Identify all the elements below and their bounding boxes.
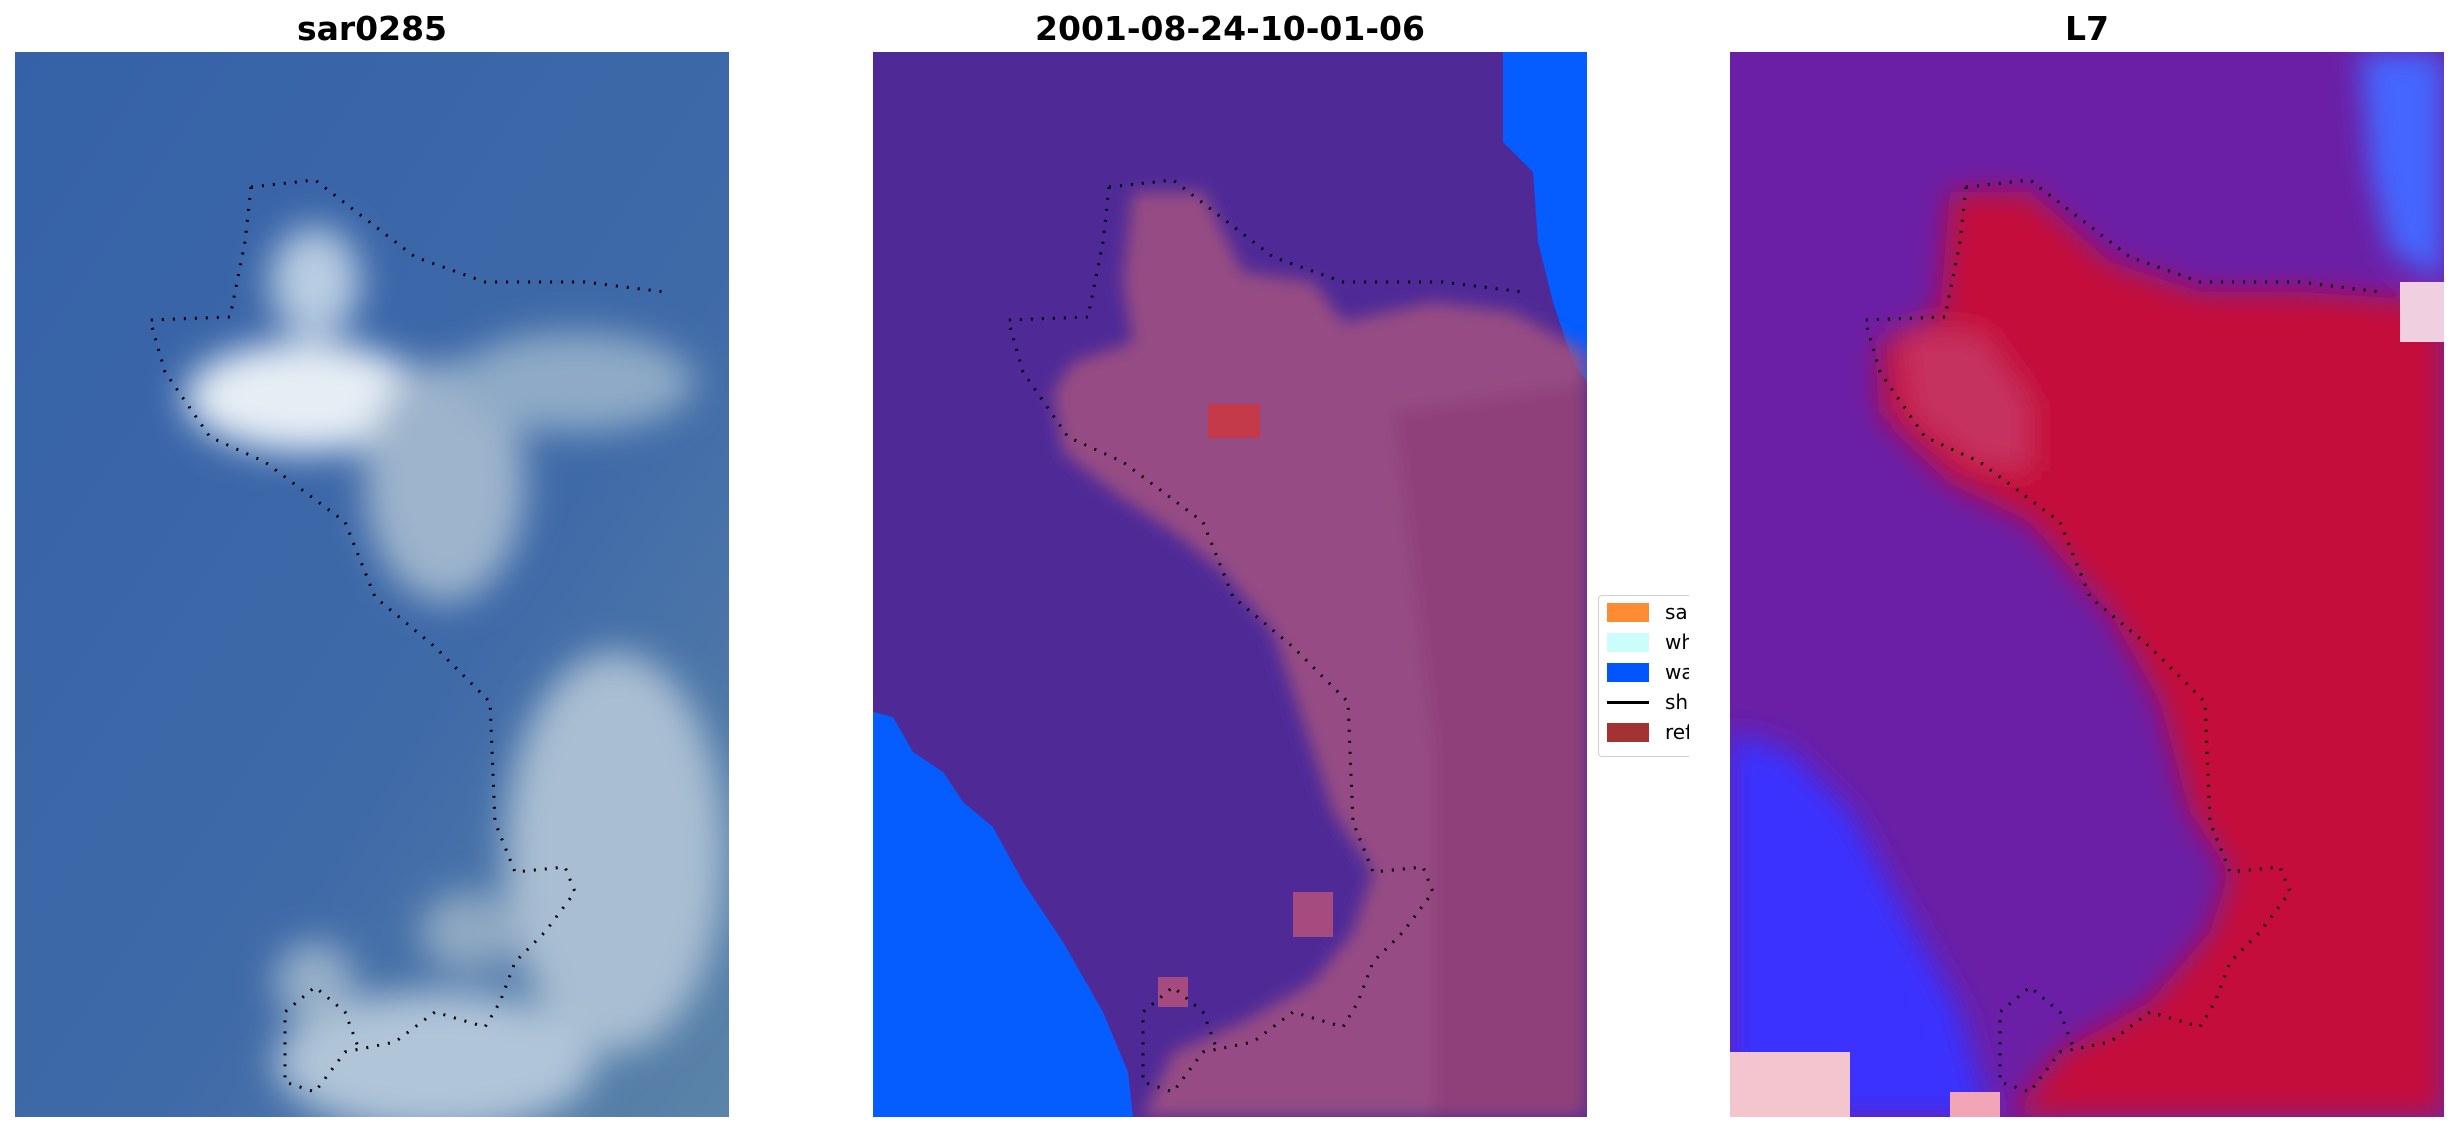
panel-title-classified: 2001-08-24-10-01-06	[1035, 9, 1425, 48]
panel-title-rgb: sar0285	[296, 9, 448, 48]
legend-label: sand	[1665, 600, 1689, 624]
classified-image-panel	[873, 52, 1587, 1117]
shoreline-contour	[1006, 178, 1524, 1094]
legend-swatch-sand	[1607, 603, 1649, 622]
index-image	[1730, 52, 2444, 1117]
legend-item-whitewater: whitewater	[1599, 628, 1689, 656]
classified-image	[873, 52, 1587, 1117]
legend-label: whitewater	[1665, 630, 1689, 654]
legend-item-sand: sand	[1599, 598, 1689, 626]
legend-item-shoreline: shoreline	[1599, 688, 1689, 716]
panel-title-index: L7	[2065, 9, 2109, 48]
rgb-image	[15, 52, 729, 1117]
legend-label: reference shoreline	[1665, 720, 1689, 744]
legend-label: shoreline	[1665, 690, 1689, 714]
legend-item-reference-shoreline: reference shoreline	[1599, 718, 1689, 746]
legend-swatch-whitewater	[1607, 633, 1649, 652]
legend-label: water	[1665, 660, 1689, 684]
legend-item-water: water	[1599, 658, 1689, 686]
legend-swatch-shoreline	[1607, 701, 1649, 704]
legend-swatch-reference	[1607, 723, 1649, 742]
index-image-panel	[1730, 52, 2444, 1117]
legend-swatch-water	[1607, 663, 1649, 682]
shoreline-contour	[1863, 178, 2381, 1094]
legend: sand whitewater water shoreline referenc…	[1598, 595, 1689, 757]
rgb-image-panel	[15, 52, 729, 1117]
shoreline-contour	[148, 178, 666, 1094]
